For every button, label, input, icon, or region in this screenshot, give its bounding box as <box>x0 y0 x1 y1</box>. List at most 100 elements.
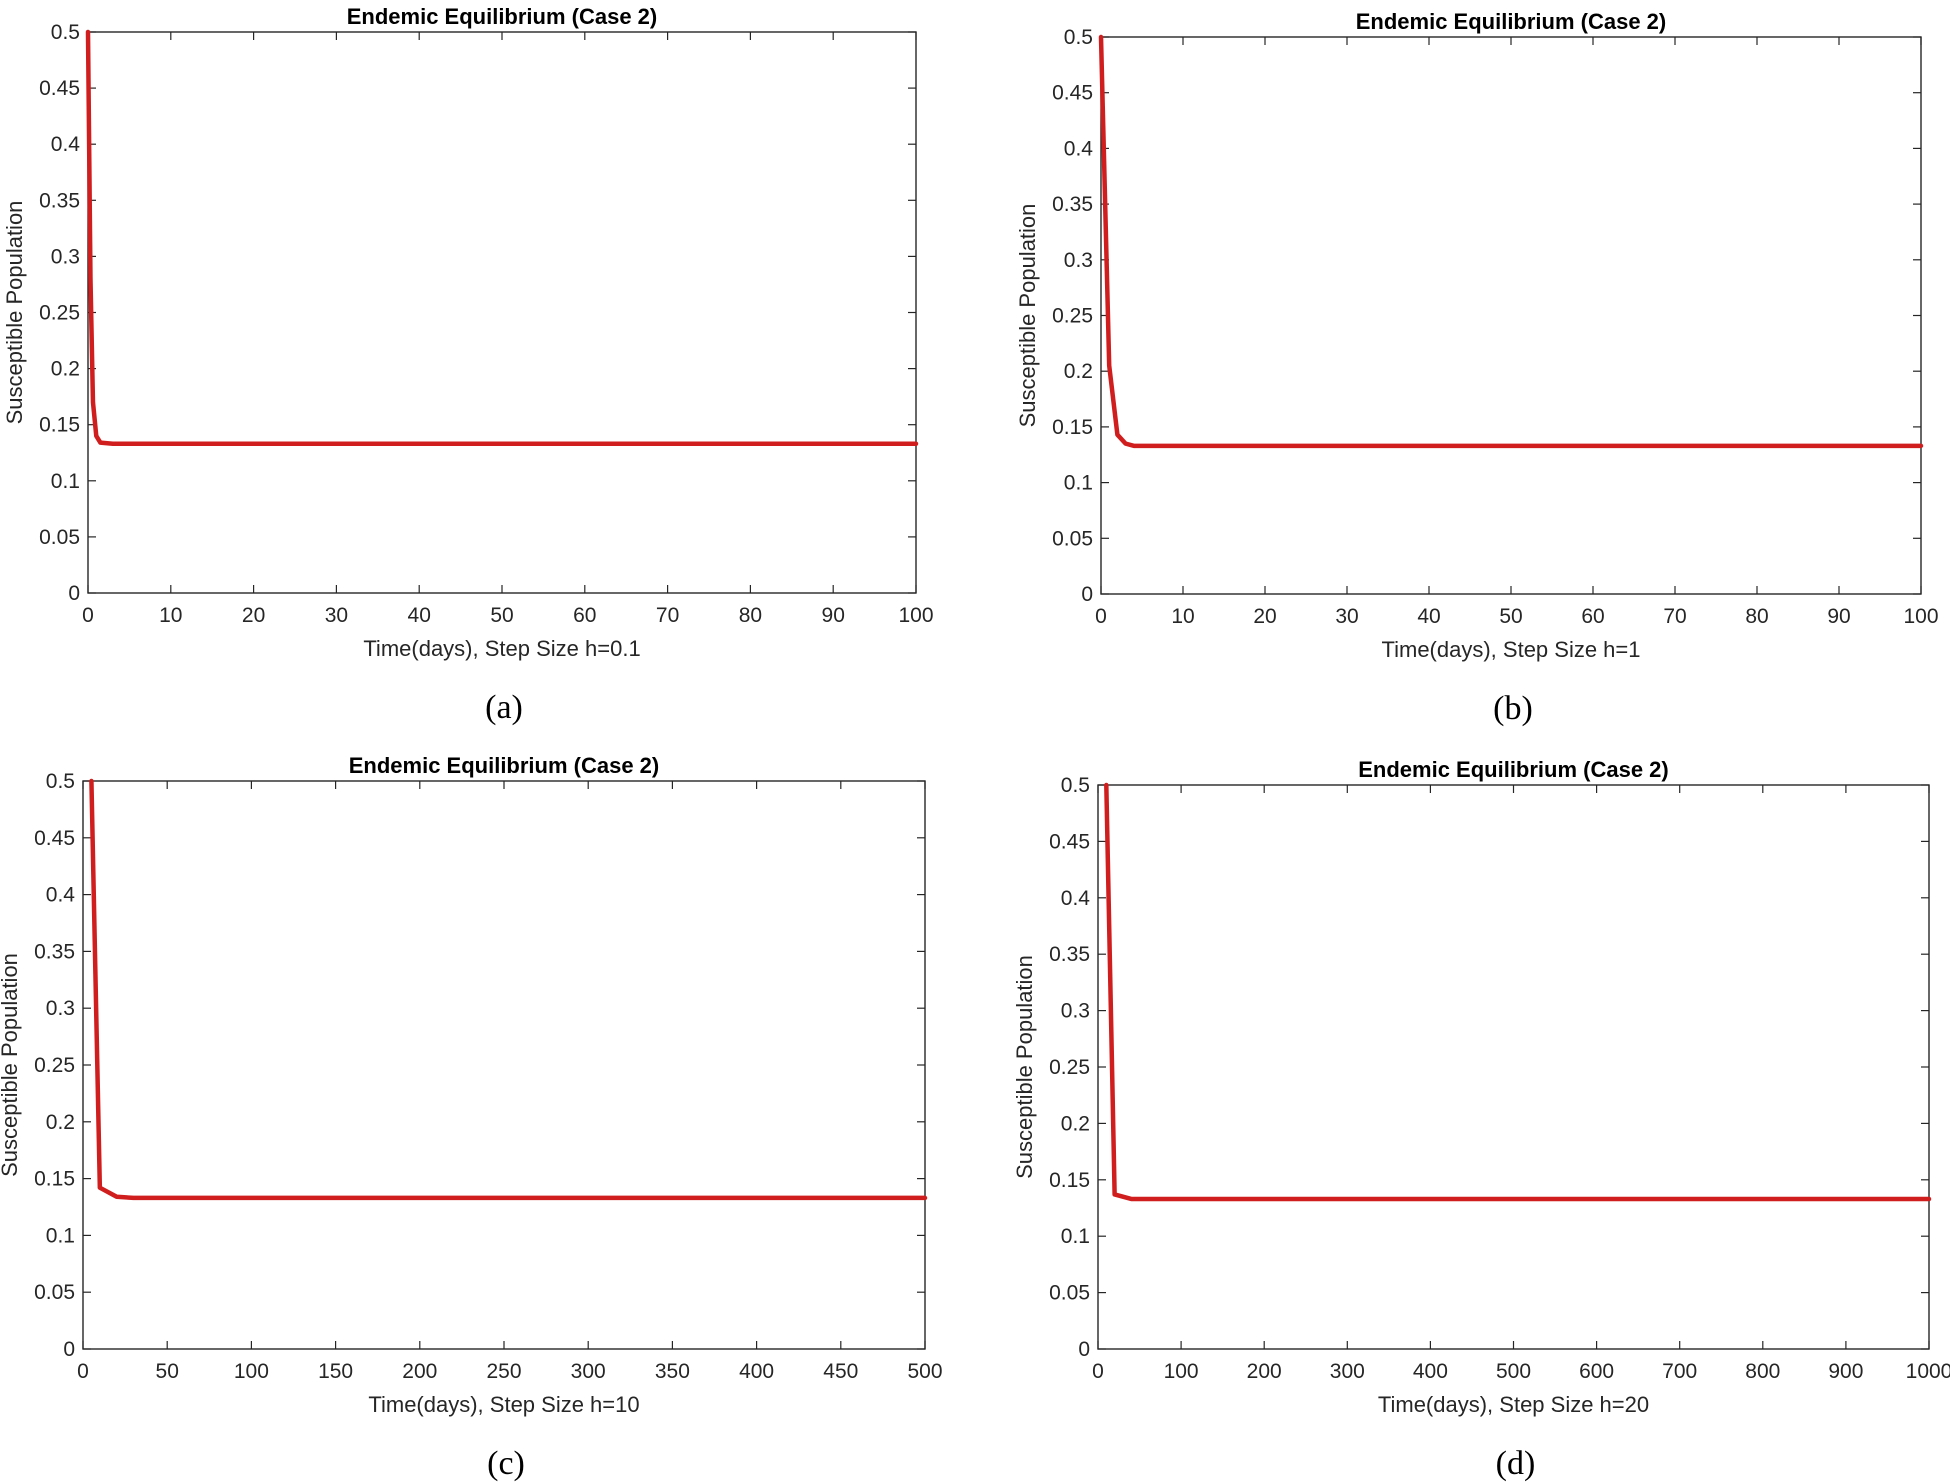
panel-a-y-tick-label: 0.5 <box>51 21 80 44</box>
panel-b-y-tick-label: 0.5 <box>1064 26 1093 49</box>
panel-b: Endemic Equilibrium (Case 2) Time(days),… <box>1015 9 1939 727</box>
panel-c-x-tick-label: 50 <box>156 1360 179 1383</box>
panel-b-x-ticks: 0 10 20 30 40 50 60 70 80 90 100 <box>1095 37 1939 628</box>
panel-c-x-tick-label: 450 <box>823 1360 858 1383</box>
panel-d-x-tick-label: 200 <box>1247 1360 1282 1383</box>
panel-d-x-tick-label: 400 <box>1413 1360 1448 1383</box>
panel-a-y-tick-label: 0.4 <box>51 133 81 156</box>
panel-b-y-tick-label: 0.05 <box>1052 527 1093 550</box>
panel-d-x-tick-label: 700 <box>1662 1360 1697 1383</box>
panel-d-y-tick-label: 0.3 <box>1061 1000 1090 1023</box>
panel-b-x-tick-label: 60 <box>1581 605 1604 628</box>
panel-a-y-tick-label: 0.2 <box>51 358 80 381</box>
panel-a-x-tick-label: 30 <box>325 604 348 627</box>
panel-d-title: Endemic Equilibrium (Case 2) <box>1358 757 1669 782</box>
panel-c-x-tick-label: 400 <box>739 1360 774 1383</box>
panel-a-y-tick-label: 0.05 <box>39 526 80 549</box>
panel-c-x-tick-label: 350 <box>655 1360 690 1383</box>
panel-a-title: Endemic Equilibrium (Case 2) <box>347 4 658 29</box>
panel-a: Endemic Equilibrium (Case 2) Time(days),… <box>2 4 934 726</box>
panel-b-y-tick-label: 0.2 <box>1064 360 1093 383</box>
panel-a-series-line <box>85 29 919 447</box>
panel-c-ylabel: Susceptible Population <box>0 953 22 1177</box>
panel-c-series-line <box>89 778 928 1201</box>
panel-b-x-tick-label: 10 <box>1171 605 1194 628</box>
panel-d-x-tick-label: 300 <box>1330 1360 1365 1383</box>
panel-b-x-tick-label: 70 <box>1663 605 1686 628</box>
panel-c-y-tick-label: 0.3 <box>46 997 75 1020</box>
panel-b-x-tick-label: 80 <box>1745 605 1768 628</box>
panel-d-y-tick-label: 0.1 <box>1061 1225 1090 1248</box>
panel-d-y-tick-label: 0.5 <box>1061 774 1090 797</box>
panel-c-y-tick-label: 0.1 <box>46 1224 75 1247</box>
panel-d-y-tick-label: 0.4 <box>1061 887 1091 910</box>
panel-a-x-tick-label: 10 <box>159 604 182 627</box>
panel-a-x-tick-label: 20 <box>242 604 265 627</box>
panel-a-x-tick-label: 40 <box>408 604 431 627</box>
panel-b-y-tick-label: 0.45 <box>1052 82 1093 105</box>
panel-d-y-tick-label: 0.25 <box>1049 1056 1090 1079</box>
panel-a-y-tick-label: 0.45 <box>39 77 80 100</box>
panel-d-y-tick-label: 0.2 <box>1061 1112 1090 1135</box>
panel-c-x-tick-label: 500 <box>907 1360 942 1383</box>
panel-c-x-tick-label: 300 <box>571 1360 606 1383</box>
panel-a-x-tick-label: 0 <box>82 604 94 627</box>
panel-a-x-tick-label: 70 <box>656 604 679 627</box>
panel-b-y-tick-label: 0.1 <box>1064 472 1093 495</box>
panel-a-xlabel: Time(days), Step Size h=0.1 <box>363 636 640 661</box>
panel-c-x-tick-label: 200 <box>402 1360 437 1383</box>
panel-a-y-tick-label: 0.35 <box>39 189 80 212</box>
panel-a-y-tick-label: 0.15 <box>39 414 80 437</box>
panel-a-y-ticks: 0 0.05 0.1 0.15 0.2 0.25 0.3 0.35 0.4 0.45 0.5 <box>39 21 916 605</box>
panel-d-label: (d) <box>1496 1445 1536 1482</box>
panel-d-x-tick-label: 600 <box>1579 1360 1614 1383</box>
panel-a-x-tick-label: 60 <box>573 604 596 627</box>
panel-b-x-tick-label: 50 <box>1499 605 1522 628</box>
panel-b-plot-box <box>1100 36 1922 595</box>
panel-d-y-tick-label: 0.35 <box>1049 943 1090 966</box>
panel-c-x-ticks: 0 50 100 150 200 250 300 350 400 450 500 <box>77 781 943 1383</box>
panel-c-y-tick-label: 0.45 <box>34 827 75 850</box>
panel-b-ylabel: Susceptible Population <box>1015 204 1040 428</box>
panel-b-y-tick-label: 0.4 <box>1064 137 1094 160</box>
panel-b-x-tick-label: 100 <box>1903 605 1938 628</box>
panel-c-y-tick-label: 0.2 <box>46 1111 75 1134</box>
panel-b-title: Endemic Equilibrium (Case 2) <box>1356 9 1667 34</box>
panel-b-y-tick-label: 0.3 <box>1064 249 1093 272</box>
panel-d-ylabel: Susceptible Population <box>1012 955 1037 1179</box>
panel-b-y-tick-label: 0.35 <box>1052 193 1093 216</box>
panel-a-y-tick-label: 0.25 <box>39 302 80 325</box>
panel-c-y-tick-label: 0 <box>63 1338 75 1361</box>
panel-c-y-tick-label: 0.4 <box>46 884 76 907</box>
panel-a-x-tick-label: 100 <box>898 604 933 627</box>
panel-b-x-tick-label: 30 <box>1335 605 1358 628</box>
panel-a-x-ticks: 0 10 20 30 40 50 60 70 80 90 100 <box>82 32 934 627</box>
panel-b-xlabel: Time(days), Step Size h=1 <box>1381 637 1640 662</box>
panel-b-x-tick-label: 0 <box>1095 605 1107 628</box>
panel-c-xlabel: Time(days), Step Size h=10 <box>368 1392 639 1417</box>
panel-a-ylabel: Susceptible Population <box>2 201 27 425</box>
panel-d-x-tick-label: 800 <box>1745 1360 1780 1383</box>
panel-b-label: (b) <box>1493 690 1533 727</box>
panel-d-x-ticks: 0 100 200 300 400 500 600 700 800 900 1000 <box>1092 785 1950 1383</box>
panel-d-y-tick-label: 0.45 <box>1049 830 1090 853</box>
panel-d-xlabel: Time(days), Step Size h=20 <box>1378 1392 1649 1417</box>
panel-c-y-tick-label: 0.35 <box>34 940 75 963</box>
panel-d-x-tick-label: 500 <box>1496 1360 1531 1383</box>
panel-c: Endemic Equilibrium (Case 2) Time(days),… <box>0 753 943 1482</box>
panel-c-x-tick-label: 150 <box>318 1360 353 1383</box>
panel-a-y-tick-label: 0 <box>68 582 80 605</box>
panel-d: Endemic Equilibrium (Case 2) Time(days),… <box>1012 757 1950 1482</box>
panel-d-x-tick-label: 900 <box>1828 1360 1863 1383</box>
panel-b-y-tick-label: 0.15 <box>1052 416 1093 439</box>
panel-a-label: (a) <box>485 689 523 726</box>
panel-d-x-tick-label: 1000 <box>1906 1360 1950 1383</box>
panel-c-y-ticks: 0 0.05 0.1 0.15 0.2 0.25 0.3 0.35 0.4 0.45 0.5 <box>34 770 925 1361</box>
panel-a-x-tick-label: 80 <box>739 604 762 627</box>
panel-c-plot-box <box>82 780 926 1350</box>
panel-d-y-tick-label: 0.05 <box>1049 1282 1090 1305</box>
panel-a-y-tick-label: 0.1 <box>51 470 80 493</box>
panel-c-y-tick-label: 0.25 <box>34 1054 75 1077</box>
panel-d-y-tick-label: 0 <box>1078 1338 1090 1361</box>
